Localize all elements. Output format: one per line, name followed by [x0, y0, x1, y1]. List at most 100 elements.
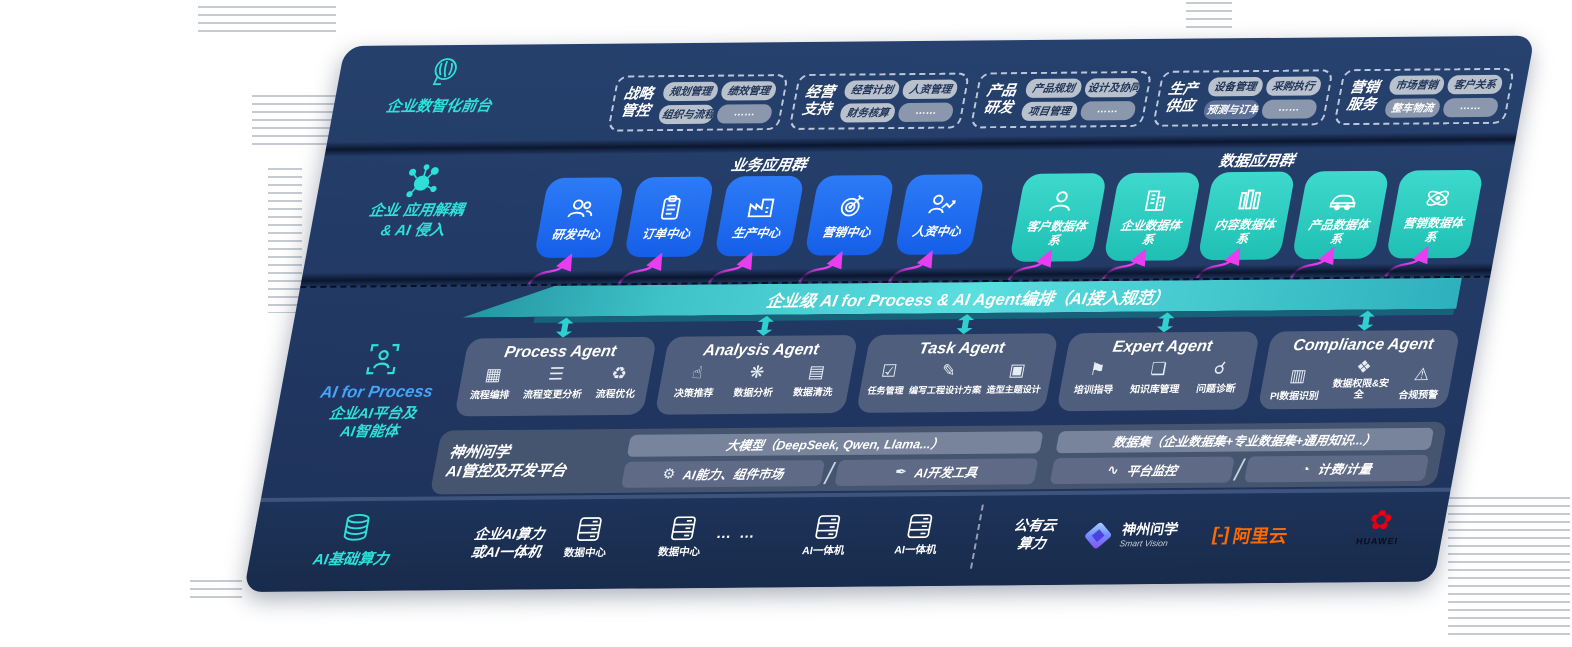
pill: 预测与订单 [1202, 99, 1260, 120]
szwx-diamond-icon [1085, 522, 1112, 549]
business-tiles: 研发中心 订单中心 生产中心 营销中心 [533, 174, 986, 259]
group-strategy: 战略管控 规划管理 绩效管理 组织与流程 …… [607, 74, 790, 132]
pill: 市场营销 [1387, 75, 1446, 95]
ai-for-process-label: AI for Process [319, 382, 435, 402]
pill: 组织与流程 [657, 104, 716, 125]
tile-marketing-data: 营销数据体系 [1385, 169, 1485, 259]
business-app-header: 业务应用群 [729, 156, 808, 175]
infra-label: AI基础算力 [311, 550, 390, 569]
llm-bar: 大模型（DeepSeek, Qwen, Llama...） [626, 430, 1044, 457]
tile-product-data: 产品数据体系 [1291, 170, 1390, 260]
group-title: 经营支持 [800, 84, 836, 118]
model-section: 大模型（DeepSeek, Qwen, Llama...） ⚙ AI能力、组件市… [621, 430, 1044, 488]
pill: 设计及协同 [1082, 78, 1141, 98]
infrastructure-band: AI基础算力 企业AI算力 或AI一体机 数据中心 数据中心 … … [243, 492, 1451, 592]
tile-content-data: 内容数据体系 [1197, 171, 1296, 261]
dashed-divider [969, 504, 984, 569]
datacenter-node: 数据中心 [552, 516, 624, 561]
compliance-alert-icon: ⚠ [1412, 364, 1432, 384]
brain-icon [432, 58, 457, 86]
app-layer-label-zone: 企业 应用解耦 & AI 侵入 [331, 162, 506, 240]
process-agent-box: Process Agent ▦ 流程编排 ☰ 流程变更分析 ♻ 流程优化 [454, 336, 658, 416]
people-icon [567, 199, 593, 217]
billing-metering-cell: ◔ 计费/计量 [1243, 454, 1430, 482]
server-icon [576, 517, 602, 541]
datacenter-node: 数据中心 [646, 515, 718, 560]
platform-monitor-cell: ∿ 平台监控 [1049, 456, 1235, 484]
pill: 采购执行 [1264, 76, 1323, 96]
front-office-label: 企业数智化前台 [384, 97, 493, 116]
flow-optimize-icon: ♻ [609, 363, 629, 384]
architecture-diagram-panel: 企业数智化前台 战略管控 规划管理 绩效管理 组织与流程 …… 经营支持 经营计… [243, 35, 1535, 592]
dataset-bar: 数据集（企业数据集+专业数据集+通用知识...） [1055, 427, 1435, 453]
ai-appliance-node: AI一体机 [882, 513, 954, 558]
training-guide-icon: ⚑ [1087, 359, 1107, 379]
data-tiles: 客户数据体系 企业数据体系 内容数据体系 产品数据体系 [1008, 169, 1485, 262]
orchestration-bar-label: 企业级 AI for Process & AI Agent编排（AI接入规范） [764, 288, 1172, 311]
pill: …… [1441, 97, 1500, 118]
pill: …… [1260, 99, 1318, 119]
agent-boxes: Process Agent ▦ 流程编排 ☰ 流程变更分析 ♻ 流程优化 Analys… [454, 329, 1461, 416]
tile-customer-data: 客户数据体系 [1008, 173, 1108, 262]
person-frame-icon [365, 343, 400, 375]
engineering-design-icon: ✎ [939, 361, 958, 381]
pill: …… [897, 102, 955, 123]
pill: 产品规划 [1024, 78, 1083, 98]
analysis-agent-box: Analysis Agent ☝ 决策推荐 ❋ 数据分析 ▤ 数据清洗 [655, 335, 859, 415]
flow-orchestration-icon: ▦ [483, 365, 504, 385]
monitor-icon: ∿ [1105, 461, 1121, 478]
alibaba-cloud-logo: [-] 阿里云 [1210, 524, 1289, 547]
group-title: 营销服务 [1345, 80, 1381, 114]
clipboard-icon [660, 194, 681, 220]
building-icon [1144, 190, 1166, 211]
data-app-header: 数据应用群 [1217, 152, 1296, 171]
pi-data-recognition-icon: ▥ [1288, 365, 1309, 385]
task-agent-box: Task Agent ☑ 任务管理 ✎ 编写工程设计方案 ▣ 造型主题设计 [855, 333, 1059, 413]
data-analysis-icon: ❋ [748, 362, 766, 382]
compliance-agent-box: Compliance Agent ▥ PI数据识别 ❖ 数据权限&安全 ⚠ 合规预警 [1257, 329, 1461, 409]
knowledge-base-icon: ❏ [1149, 359, 1168, 379]
ai-devtools-cell: ✒ AI开发工具 [834, 457, 1039, 486]
group-operation: 经营支持 经营计划 人资管理 财务核算 …… [788, 72, 971, 130]
pill: 绩效管理 [719, 81, 778, 101]
pill: 人资管理 [901, 79, 960, 100]
tile-enterprise-data: 企业数据体系 [1103, 172, 1202, 262]
alibaba-cloud-mark-icon: [-] [1210, 524, 1231, 546]
group-production-supply: 生产供应 设备管理 采购执行 预测与订单 …… [1151, 69, 1334, 127]
platform-vendor-label: 神州问学 AI管控及开发平台 [444, 443, 568, 481]
atom-icon [1426, 190, 1450, 206]
factory-icon [747, 198, 775, 217]
pill: 客户关系 [1445, 74, 1504, 95]
stripe-decoration [268, 168, 302, 313]
huawei-logo: ✿ HUAWEI [1344, 505, 1416, 547]
data-clean-icon: ▤ [806, 362, 827, 382]
pill: 设备管理 [1206, 76, 1264, 97]
stripe-decoration [198, 6, 336, 38]
huawei-flower-icon: ✿ [1366, 505, 1396, 536]
task-manage-icon: ☑ [879, 361, 899, 381]
group-title: 生产供应 [1163, 81, 1199, 115]
ai-platform-bar: 神州问学 AI管控及开发平台 大模型（DeepSeek, Qwen, Llama… [429, 421, 1448, 495]
front-office-label-zone: 企业数智化前台 [362, 54, 524, 116]
content-columns-icon [1238, 189, 1262, 210]
pill: 项目管理 [1020, 101, 1079, 121]
server-icon [671, 516, 696, 541]
app-layer-label: 企业 应用解耦 & AI 侵入 [367, 201, 466, 239]
data-permission-security-icon: ❖ [1354, 357, 1374, 377]
pill: 规划管理 [661, 81, 720, 102]
molecule-icon [406, 164, 439, 198]
tile-rd-center: 研发中心 [533, 177, 625, 259]
stripe-decoration [190, 580, 242, 600]
target-icon [840, 194, 864, 217]
group-product-rd: 产品研发 产品规划 设计及协同 项目管理 …… [970, 70, 1153, 129]
gauge-icon: ◔ [1300, 460, 1312, 477]
dataset-section: 数据集（企业数据集+专业数据集+通用知识...） ∿ 平台监控 ◔ 计费/计量 [1049, 427, 1435, 484]
pill: 整车物流 [1383, 98, 1442, 118]
group-marketing-service: 营销服务 市场营销 客户关系 整车物流 …… [1333, 67, 1516, 126]
person-growth-icon [928, 194, 956, 213]
tile-order-center: 订单中心 [623, 176, 715, 258]
decision-recommend-icon: ☝ [690, 363, 705, 383]
group-title: 战略管控 [619, 86, 655, 120]
server-icon [815, 515, 841, 539]
agent-layer-sublabel: 企业AI平台及 AI智能体 [327, 405, 418, 441]
